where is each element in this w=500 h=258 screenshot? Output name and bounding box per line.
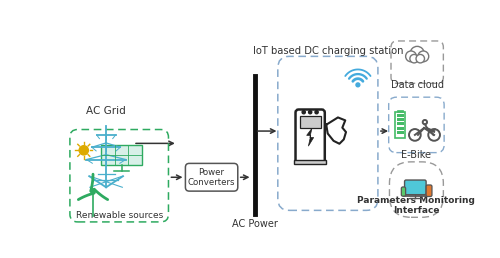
FancyBboxPatch shape (396, 118, 404, 121)
Circle shape (90, 189, 96, 194)
Circle shape (79, 146, 88, 155)
FancyBboxPatch shape (404, 195, 427, 196)
Text: AC Grid: AC Grid (86, 106, 126, 116)
FancyBboxPatch shape (396, 131, 404, 134)
Polygon shape (306, 128, 314, 146)
Circle shape (315, 111, 318, 114)
Circle shape (308, 111, 312, 114)
FancyBboxPatch shape (396, 114, 404, 117)
Text: AC Power: AC Power (232, 219, 278, 229)
FancyBboxPatch shape (186, 163, 238, 191)
Circle shape (302, 111, 306, 114)
FancyBboxPatch shape (102, 145, 141, 165)
Text: IoT based DC charging station: IoT based DC charging station (252, 46, 403, 56)
FancyBboxPatch shape (294, 160, 326, 165)
Text: E-Bike: E-Bike (402, 150, 432, 159)
Circle shape (416, 54, 424, 63)
Text: Parameters Monitoring
Interface: Parameters Monitoring Interface (358, 196, 476, 215)
FancyBboxPatch shape (404, 180, 426, 195)
FancyBboxPatch shape (296, 109, 325, 163)
Text: Renewable sources: Renewable sources (76, 211, 163, 220)
FancyBboxPatch shape (426, 185, 432, 197)
Circle shape (410, 54, 418, 63)
FancyBboxPatch shape (300, 116, 320, 128)
Circle shape (410, 46, 424, 60)
Text: Power
Converters: Power Converters (188, 167, 236, 187)
FancyBboxPatch shape (402, 187, 406, 196)
FancyBboxPatch shape (395, 112, 405, 138)
Circle shape (406, 51, 416, 62)
Text: Data cloud: Data cloud (390, 80, 444, 90)
FancyBboxPatch shape (396, 126, 404, 130)
Circle shape (418, 51, 428, 62)
FancyBboxPatch shape (396, 122, 404, 125)
FancyBboxPatch shape (397, 110, 403, 112)
Circle shape (356, 83, 360, 87)
